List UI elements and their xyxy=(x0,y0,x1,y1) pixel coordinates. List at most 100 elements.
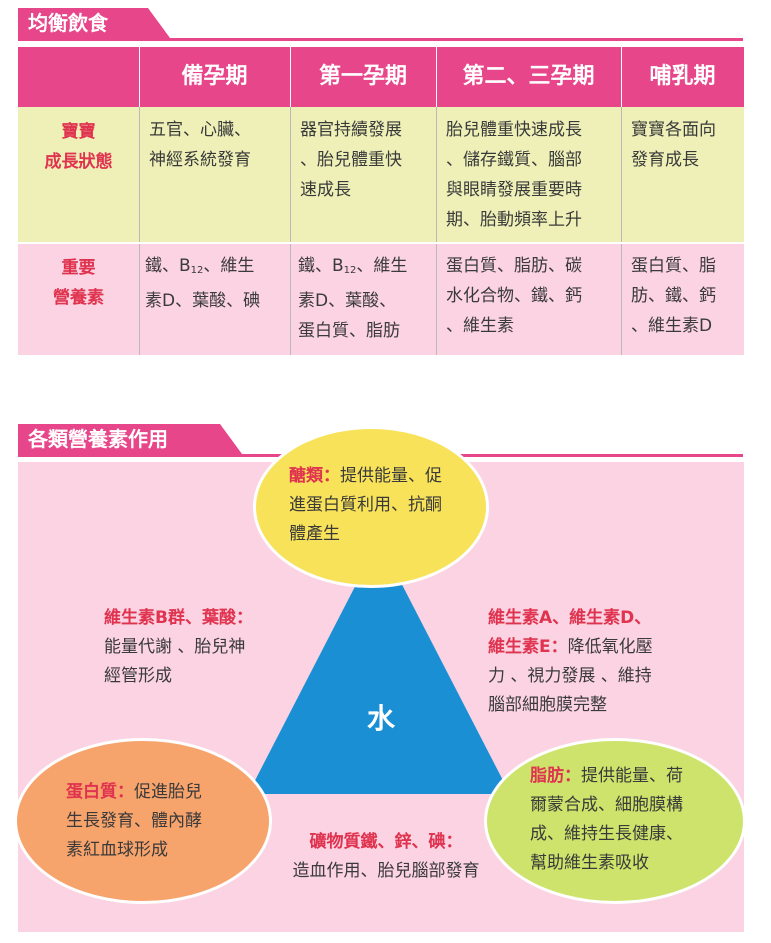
mineral-text: 礦物質鐵、鋅、碘： 造血作用、胎兒腦部發育 xyxy=(274,828,498,886)
text-line: 體產生 xyxy=(289,524,340,544)
cell-line: 素D、葉酸、 xyxy=(298,291,397,311)
cell-growth-first-trimester: 器官持續發展 、胎兒體重快 速成長 xyxy=(290,107,436,243)
cell-line: 素D、葉酸、碘 xyxy=(145,291,261,311)
cell-nutrients-lactation: 蛋白質、脂 肪、鐵、鈣 、維生素D xyxy=(621,243,744,355)
text-line: 力 、視力發展 、維持 xyxy=(488,666,652,686)
cell-growth-pre-pregnancy: 五官、心臟、 神經系統發育 xyxy=(139,107,290,243)
text-line: 進蛋白質利用、抗酮 xyxy=(289,495,442,515)
header-pre-pregnancy: 備孕期 xyxy=(139,47,290,107)
text-line: 維生素E：降低氧化壓 xyxy=(488,633,708,662)
carbohydrate-ellipse xyxy=(253,426,489,588)
nutrient-name: 維生素E： xyxy=(488,637,568,657)
vitamin-b-text: 維生素B群、葉酸： 能量代謝 、胎兒神 經管形成 xyxy=(104,604,304,691)
section-title-text: 均衡飲食 xyxy=(28,11,108,35)
grid-line xyxy=(436,107,437,355)
text-line: 醣類：提供能量、促 xyxy=(289,462,485,491)
cell-line: 速成長 xyxy=(300,180,351,200)
fat-ellipse xyxy=(484,738,746,904)
header-second-third-trimester: 第二、三孕期 xyxy=(436,47,621,107)
header-first-trimester: 第一孕期 xyxy=(290,47,436,107)
grid-line xyxy=(621,47,622,107)
header-corner xyxy=(18,47,139,107)
cell-line: 、維生素D xyxy=(631,316,713,336)
cell-growth-lactation: 寶寶各面向 發育成長 xyxy=(621,107,744,243)
text-span: 降低氧化壓 xyxy=(567,637,653,657)
row-label-line: 寶寶 xyxy=(61,122,96,142)
text-line: 造血作用、胎兒腦部發育 xyxy=(292,861,480,881)
grid-line xyxy=(621,107,622,355)
row-label-key-nutrients: 重要 營養素 xyxy=(18,243,139,355)
cell-line: 蛋白質、脂 xyxy=(631,256,716,276)
cell-line: 器官持續發展 xyxy=(300,120,402,140)
fat-text: 脂肪：提供能量、荷 爾蒙合成、細胞膜構 成、維持生長健康、 幫助維生素吸收 xyxy=(530,762,730,878)
text-line: 腦部細胞膜完整 xyxy=(488,695,607,715)
cell-line: 鐵、B12、維生 xyxy=(145,251,282,286)
nutrition-stage-table: 備孕期 第一孕期 第二、三孕期 哺乳期 寶寶 成長狀態 五官、心臟、 神經系統發… xyxy=(18,47,744,355)
subscript: 12 xyxy=(343,265,357,276)
text-line: 幫助維生素吸收 xyxy=(530,853,649,873)
nutrient-name: 蛋白質： xyxy=(66,782,134,802)
triangle-shape xyxy=(248,540,510,794)
water-label: 水 xyxy=(367,702,396,735)
text-line: 爾蒙合成、細胞膜構 xyxy=(530,795,683,815)
row-label-line: 重要 xyxy=(61,258,96,278)
row-label-line: 營養素 xyxy=(53,288,104,308)
cell-line: 蛋白質、脂肪、碳 xyxy=(446,256,582,276)
text-line: 經管形成 xyxy=(104,666,172,686)
text-line: 能量代謝 、胎兒神 xyxy=(104,637,246,657)
section-title-nutrient-functions: 各類營養素作用 xyxy=(18,424,242,454)
subscript: 12 xyxy=(190,265,204,276)
cell-line: 鐵、B12、維生 xyxy=(298,251,428,286)
header-lactation: 哺乳期 xyxy=(621,47,744,107)
vitamin-ade-text: 維生素A、維生素D、 維生素E：降低氧化壓 力 、視力發展 、維持 腦部細胞膜完… xyxy=(488,604,708,720)
cell-nutrients-second-third-trimester: 蛋白質、脂肪、碳 水化合物、鐵、鈣 、維生素 xyxy=(436,243,621,355)
carbohydrate-text: 醣類：提供能量、促 進蛋白質利用、抗酮 體產生 xyxy=(289,462,485,549)
grid-line xyxy=(290,107,291,355)
text-line: 素紅血球形成 xyxy=(66,840,168,860)
cell-line: 五官、心臟、 xyxy=(149,120,251,140)
text-line: 脂肪：提供能量、荷 xyxy=(530,762,730,791)
nutrient-name: 醣類： xyxy=(289,466,340,486)
section-title-text: 各類營養素作用 xyxy=(28,427,168,451)
cell-line: 寶寶各面向 xyxy=(631,120,716,140)
section-divider xyxy=(18,38,743,41)
cell-line: 、維生素 xyxy=(446,316,514,336)
cell-text: 鐵、B xyxy=(145,256,191,276)
cell-text: 鐵、B xyxy=(298,256,344,276)
text-line: 蛋白質：促進胎兒 xyxy=(66,778,266,807)
text-span: 提供能量、促 xyxy=(340,466,442,486)
cell-line: 水化合物、鐵、鈣 xyxy=(446,286,582,306)
text-span: 提供能量、荷 xyxy=(581,766,683,786)
cell-line: 期、胎動頻率上升 xyxy=(446,210,582,230)
cell-nutrients-first-trimester: 鐵、B12、維生 素D、葉酸、 蛋白質、脂肪 xyxy=(290,243,436,355)
cell-line: 、儲存鐵質、腦部 xyxy=(446,150,582,170)
text-line: 生長發育、體內酵 xyxy=(66,811,202,831)
grid-line xyxy=(139,47,140,107)
cell-text: 、維生 xyxy=(356,256,408,276)
cell-line: 與眼睛發展重要時 xyxy=(446,180,582,200)
cell-nutrients-pre-pregnancy: 鐵、B12、維生 素D、葉酸、碘 xyxy=(139,243,290,355)
cell-growth-second-third-trimester: 胎兒體重快速成長 、儲存鐵質、腦部 與眼睛發展重要時 期、胎動頻率上升 xyxy=(436,107,621,243)
cell-line: 、胎兒體重快 xyxy=(300,150,402,170)
text-span: 促進胎兒 xyxy=(134,782,202,802)
text-line: 成、維持生長健康、 xyxy=(530,824,683,844)
grid-line xyxy=(290,47,291,107)
water-triangle xyxy=(248,540,510,794)
row-label-baby-growth: 寶寶 成長狀態 xyxy=(18,107,139,243)
cell-line: 蛋白質、脂肪 xyxy=(298,321,400,341)
grid-line xyxy=(436,47,437,107)
grid-line xyxy=(18,242,744,244)
grid-line xyxy=(139,107,140,355)
cell-text: 、維生 xyxy=(203,256,255,276)
cell-line: 發育成長 xyxy=(631,150,699,170)
cell-line: 胎兒體重快速成長 xyxy=(446,120,582,140)
protein-text: 蛋白質：促進胎兒 生長發育、體內酵 素紅血球形成 xyxy=(66,778,266,865)
nutrient-name: 維生素A、維生素D、 xyxy=(488,608,652,628)
protein-ellipse xyxy=(14,738,272,904)
nutrient-name: 脂肪： xyxy=(530,766,581,786)
cell-line: 肪、鐵、鈣 xyxy=(631,286,716,306)
cell-line: 神經系統發育 xyxy=(149,150,251,170)
nutrient-name: 礦物質鐵、鋅、碘： xyxy=(309,832,463,852)
nutrient-name: 維生素B群、葉酸： xyxy=(104,608,253,628)
row-label-line: 成長狀態 xyxy=(44,152,113,172)
